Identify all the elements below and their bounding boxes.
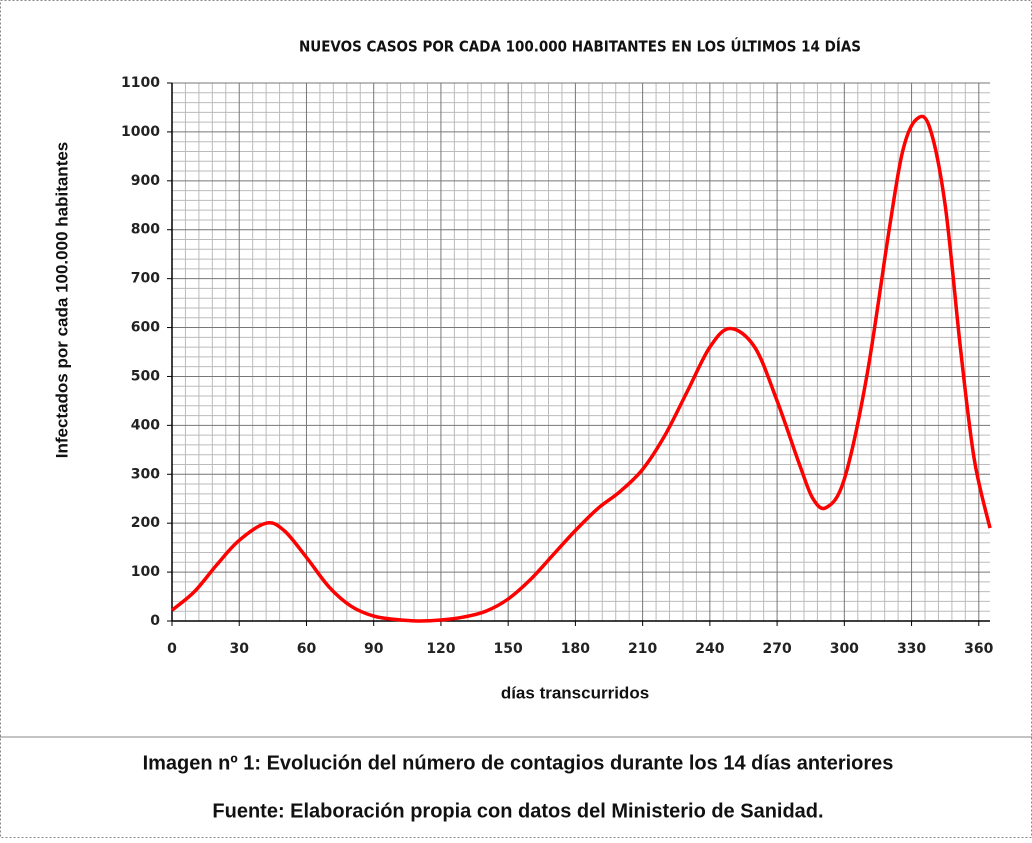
caption-line: Fuente: Elaboración propia con datos del…	[212, 800, 823, 822]
line	[170, 114, 992, 623]
y-tick-label: 800	[131, 222, 160, 238]
y-tick-label: 1100	[121, 75, 160, 91]
x-tick-label: 180	[561, 641, 590, 657]
y-tick-label: 200	[131, 515, 160, 531]
y-tick-label: 100	[131, 564, 160, 580]
x-tick-label: 300	[830, 641, 859, 657]
x-tick-label: 360	[964, 641, 993, 657]
y-tick-label: 900	[131, 173, 160, 189]
y-tick-label: 300	[131, 466, 160, 482]
y-tick-label: 1000	[121, 124, 160, 140]
x-tick-label: 60	[297, 641, 317, 657]
x-tick-label: 90	[364, 641, 384, 657]
x-axis-label: días transcurridos	[501, 683, 649, 702]
x-tick-label: 120	[426, 641, 455, 657]
x-tick-label: 330	[897, 641, 926, 657]
x-tick-label: 240	[695, 641, 724, 657]
x-tick-label: 270	[762, 641, 791, 657]
x-tick-label: 150	[494, 641, 523, 657]
x-tick-label: 0	[167, 641, 177, 657]
chart-title: NUEVOS CASOS POR CADA 100.000 HABITANTES…	[299, 37, 861, 56]
caption-line: Imagen nº 1: Evolución del número de con…	[143, 752, 894, 774]
y-tick-label: 0	[150, 613, 160, 629]
x-tick-label: 30	[229, 641, 249, 657]
y-tick-label: 600	[131, 320, 160, 336]
y-tick-label: 400	[131, 417, 160, 433]
y-tick-label: 500	[131, 368, 160, 384]
x-tick-label: 210	[628, 641, 657, 657]
y-axis-label: Infectados por cada 100.000 habitantes	[52, 142, 71, 459]
y-tick-label: 700	[131, 271, 160, 287]
